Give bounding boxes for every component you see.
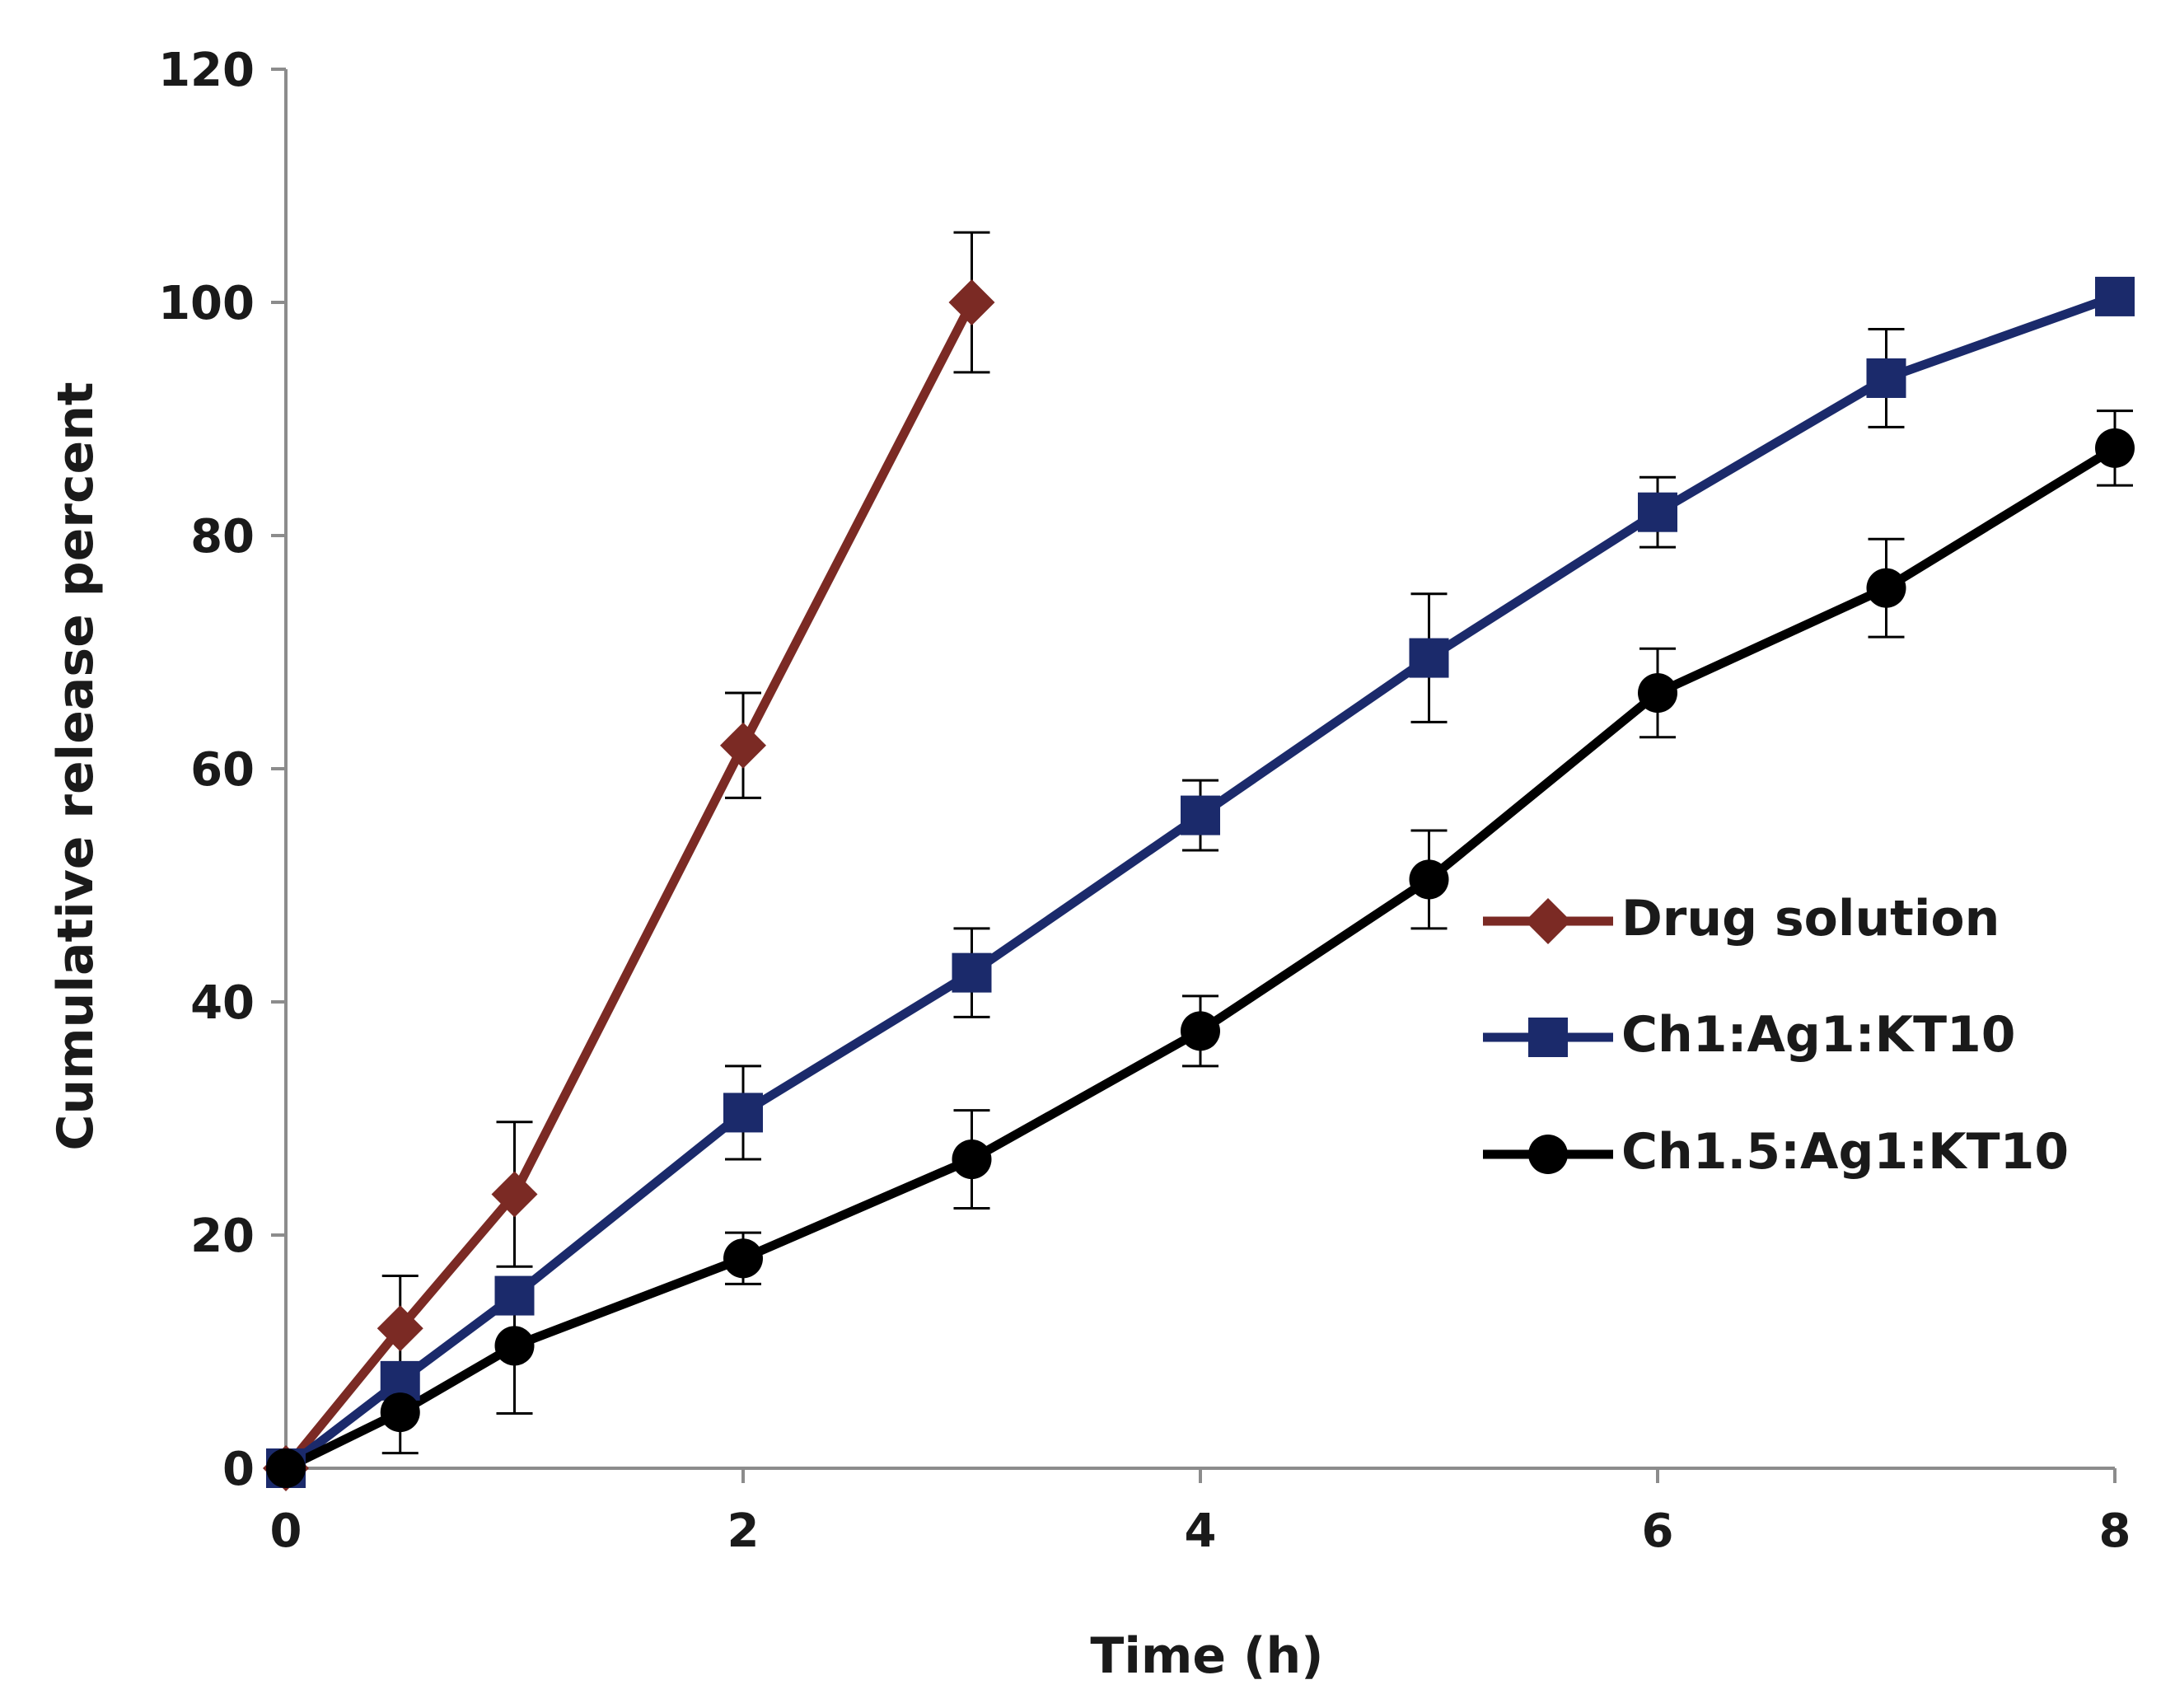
y-tick-label: 100 [158, 277, 255, 330]
y-tick-label: 60 [190, 743, 255, 797]
data-point-ch1-5-ag1-kt10 [266, 1448, 306, 1488]
data-point-ch1-5-ag1-kt10 [1409, 859, 1449, 900]
x-axis-title: Time (h) [1090, 1627, 1323, 1685]
legend-item-drug-solution: Drug solution [1483, 890, 2000, 948]
series-line-ch1-5-ag1-kt10 [281, 443, 2120, 1473]
legend-item-ch1-ag1-kt10: Ch1:Ag1:KT10 [1483, 1006, 2016, 1064]
legend-label-ch1-5-ag1-kt10: Ch1.5:Ag1:KT10 [1621, 1123, 2069, 1181]
data-point-ch1-5-ag1-kt10 [2095, 428, 2135, 468]
series-line-ch1-ag1-kt10 [281, 292, 2120, 1473]
error-bars [381, 231, 2133, 1455]
series-line-drug-solution [281, 297, 976, 1473]
data-point-drug-solution [491, 1171, 538, 1218]
data-point-ch1-5-ag1-kt10 [1181, 1011, 1220, 1051]
legend-symbol-drug-solution [1483, 898, 1613, 944]
legend-marker-ch1-5-ag1-kt10 [1528, 1135, 1568, 1174]
data-point-ch1-5-ag1-kt10 [723, 1238, 763, 1279]
legend-marker-ch1-ag1-kt10 [1528, 1018, 1568, 1057]
y-tick-label: 20 [190, 1210, 255, 1263]
y-tick-label: 80 [190, 510, 255, 564]
series-lines [281, 292, 2120, 1473]
data-point-ch1-5-ag1-kt10 [1866, 568, 1906, 608]
x-axis-ticks: 0 2 4 6 8 [270, 1468, 2131, 1558]
x-tick-label: 6 [1642, 1504, 1674, 1558]
data-point-ch1-ag1-kt10 [2095, 276, 2135, 316]
x-tick-label: 2 [727, 1504, 760, 1558]
y-axis-title: Cumulative release percent [47, 381, 105, 1150]
series-markers [263, 276, 2135, 1491]
data-point-ch1-5-ag1-kt10 [1638, 673, 1677, 714]
data-point-ch1-5-ag1-kt10 [494, 1326, 535, 1366]
data-point-ch1-5-ag1-kt10 [952, 1139, 992, 1180]
plot-area [263, 231, 2135, 1491]
x-tick-label: 4 [1185, 1504, 1217, 1558]
axes: 0 20 40 60 80 100 120 0 2 4 6 8 [158, 44, 2131, 1558]
data-point-ch1-ag1-kt10 [1181, 795, 1220, 835]
data-point-drug-solution [948, 279, 995, 325]
x-tick-label: 0 [270, 1504, 302, 1558]
y-tick-label: 120 [158, 44, 255, 97]
data-point-ch1-ag1-kt10 [952, 952, 992, 993]
data-point-ch1-5-ag1-kt10 [380, 1392, 420, 1433]
data-point-ch1-ag1-kt10 [1866, 358, 1906, 398]
y-tick-label: 0 [222, 1443, 255, 1496]
legend-symbol-ch1-ag1-kt10 [1483, 1018, 1613, 1057]
legend-label-drug-solution: Drug solution [1621, 890, 2000, 948]
x-tick-label: 8 [2099, 1504, 2131, 1558]
data-point-ch1-ag1-kt10 [1638, 492, 1677, 532]
data-point-ch1-ag1-kt10 [1409, 638, 1449, 678]
data-point-drug-solution [377, 1305, 423, 1352]
data-point-ch1-ag1-kt10 [723, 1093, 763, 1133]
legend: Drug solution Ch1:Ag1:KT10 Ch1.5:Ag1:KT1… [1483, 890, 2069, 1181]
y-tick-label: 40 [190, 976, 255, 1030]
legend-symbol-ch1-5-ag1-kt10 [1483, 1135, 1613, 1174]
data-point-drug-solution [720, 722, 766, 769]
legend-marker-drug-solution [1525, 898, 1571, 944]
data-point-ch1-ag1-kt10 [494, 1275, 535, 1316]
legend-item-ch1-5-ag1-kt10: Ch1.5:Ag1:KT10 [1483, 1123, 2069, 1181]
y-axis-ticks: 0 20 40 60 80 100 120 [158, 44, 286, 1496]
legend-label-ch1-ag1-kt10: Ch1:Ag1:KT10 [1621, 1006, 2016, 1064]
